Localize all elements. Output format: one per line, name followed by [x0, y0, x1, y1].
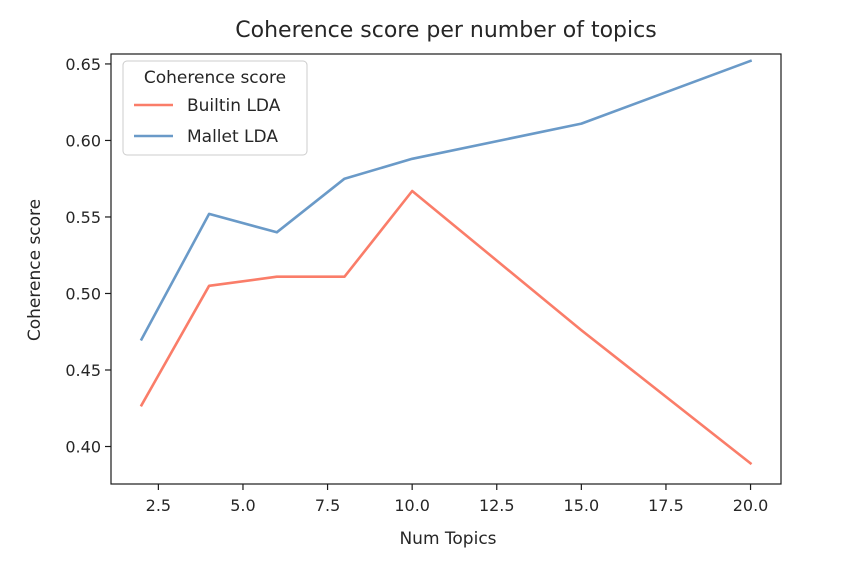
legend-label-0: Builtin LDA — [187, 96, 281, 116]
y-tick-label: 0.65 — [65, 55, 101, 74]
x-tick-label: 10.0 — [394, 496, 430, 515]
x-tick-label: 12.5 — [479, 496, 515, 515]
legend: Coherence score Builtin LDA Mallet LDA — [122, 60, 308, 156]
x-tick-label: 5.0 — [230, 496, 255, 515]
y-axis-label: Coherence score — [25, 199, 45, 341]
plot-area — [110, 53, 782, 485]
y-tick-label: 0.50 — [65, 284, 101, 303]
y-tick-label: 0.55 — [65, 208, 101, 227]
x-axis-label: Num Topics — [399, 529, 496, 549]
x-tick-label: 7.5 — [315, 496, 340, 515]
y-axis: 0.40 0.45 0.50 0.55 0.60 0.65 — [65, 55, 111, 457]
legend-label-1: Mallet LDA — [187, 127, 278, 147]
legend-box — [122, 60, 308, 156]
legend-title: Coherence score — [144, 68, 286, 88]
x-tick-label: 20.0 — [733, 496, 769, 515]
y-tick-label: 0.45 — [65, 361, 101, 380]
series-line-0 — [139, 189, 753, 466]
x-tick-label: 15.0 — [564, 496, 600, 515]
plot-frame — [110, 53, 782, 485]
chart-title: Coherence score per number of topics — [235, 18, 656, 43]
x-tick-label: 2.5 — [146, 496, 171, 515]
x-axis: 2.5 5.0 7.5 10.0 12.5 15.0 17.5 20.0 — [146, 484, 769, 515]
series-line-1 — [139, 59, 753, 342]
y-tick-label: 0.60 — [65, 131, 101, 150]
x-tick-label: 17.5 — [648, 496, 684, 515]
y-tick-label: 0.40 — [65, 438, 101, 457]
